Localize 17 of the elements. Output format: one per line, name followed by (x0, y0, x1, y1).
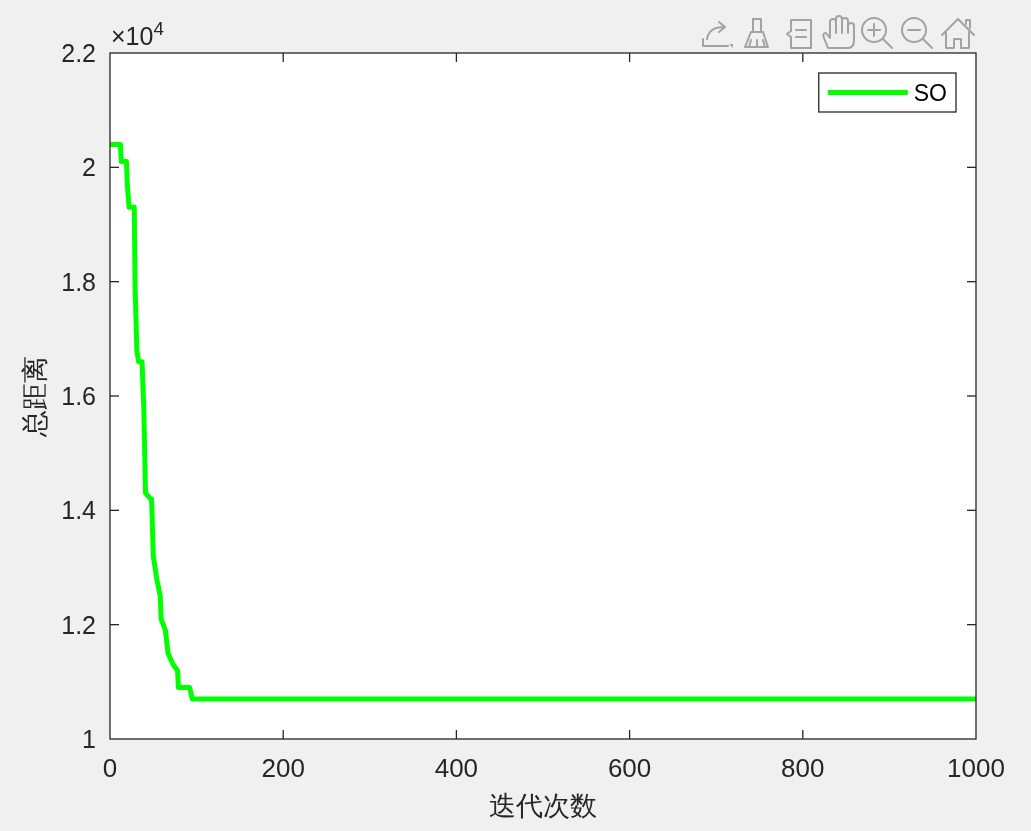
y-tick-label: 2 (82, 153, 96, 182)
x-tick-label: 400 (434, 753, 479, 783)
y-tick-label: 1.4 (61, 496, 97, 525)
y-tick-label: 1 (82, 725, 96, 753)
y-tick-label: 1.2 (61, 610, 96, 639)
x-tick-label: 0 (102, 753, 118, 783)
y-tick-label: 2.2 (61, 39, 96, 67)
y-tick-label: 1.6 (61, 382, 96, 410)
legend-label: SO (913, 79, 947, 106)
y-tick-label: 1.8 (61, 267, 96, 296)
x-tick-label: 1000 (947, 753, 1005, 783)
x-axis-title: 迭代次数 (489, 791, 597, 821)
x-tick-label: 200 (261, 753, 305, 783)
text: ×10$^{4}$ (111, 17, 164, 50)
x-tick-label: 600 (607, 753, 652, 783)
y-axis-title: 总距离 (20, 355, 50, 438)
x-tick-label: 800 (781, 753, 825, 783)
